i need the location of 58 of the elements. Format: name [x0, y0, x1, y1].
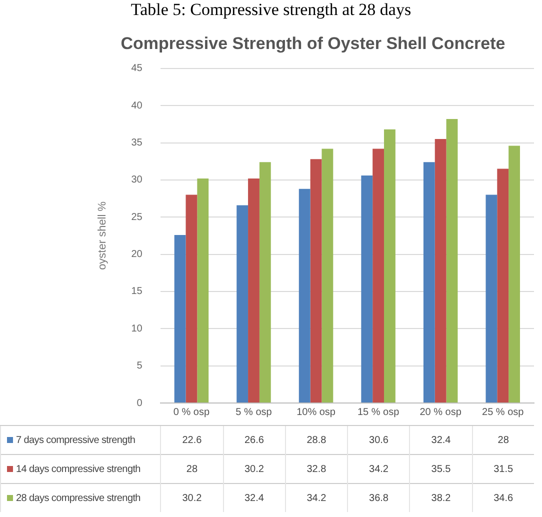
bar	[508, 146, 520, 402]
bar	[434, 139, 446, 402]
data-label: 30.2	[223, 454, 286, 484]
y-tick-label: 35	[131, 138, 143, 149]
x-tick-label: 20 % osp	[420, 406, 462, 418]
bar	[322, 148, 334, 402]
data-label: 30.6	[348, 426, 410, 454]
bar	[197, 178, 209, 402]
x-tick-label: 0 % osp	[173, 406, 210, 418]
x-tick-label: 10% osp	[296, 406, 336, 418]
legend-label: 14 days compressive strength	[0, 454, 161, 484]
bar	[236, 205, 248, 402]
bar	[310, 159, 322, 402]
bar	[384, 129, 396, 402]
chart-title: Compressive Strength of Oyster Shell Concrete	[120, 34, 506, 53]
x-tick-label: 5 % osp	[236, 406, 272, 418]
y-tick-label: 15	[131, 286, 143, 298]
data-label: 34.6	[472, 484, 534, 512]
y-tick-label: 45	[131, 63, 143, 74]
data-label: 30.2	[160, 484, 224, 512]
bar	[174, 234, 186, 402]
data-label: 26.6	[223, 426, 286, 454]
data-label: 34.2	[348, 454, 410, 484]
data-label: 34.2	[285, 484, 348, 512]
y-tick-label: 5	[136, 360, 143, 372]
bar	[497, 168, 509, 402]
data-label: 28	[472, 426, 534, 454]
bar	[423, 162, 435, 402]
data-label: 22.6	[160, 426, 224, 454]
data-label: 28	[160, 454, 224, 484]
data-label: 28.8	[285, 426, 348, 454]
y-tick-label: 20	[131, 249, 143, 260]
bar	[486, 194, 498, 402]
bar	[259, 162, 271, 402]
data-label: 38.2	[410, 484, 472, 512]
y-tick-label: 0	[136, 398, 143, 409]
x-tick-label: 15 % osp	[357, 406, 400, 418]
y-tick-label: 10	[131, 323, 143, 334]
y-tick-label: 40	[131, 100, 143, 112]
x-tick-label: 25 % osp	[482, 406, 524, 418]
y-tick-label: 30	[131, 174, 143, 186]
caption: Table 5: Compressive strength at 28 days	[130, 0, 412, 20]
bar	[186, 194, 198, 402]
bar	[372, 148, 384, 402]
bar	[361, 175, 373, 402]
data-label: 36.8	[348, 484, 410, 512]
data-label: 31.5	[472, 454, 534, 484]
legend-label: 28 days compressive strength	[0, 484, 161, 512]
bar	[446, 118, 458, 402]
legend-label: 7 days compressive strength	[0, 426, 161, 454]
data-label: 35.5	[410, 454, 472, 484]
y-axis-title: oyster shell %	[96, 201, 109, 270]
data-label: 32.8	[285, 454, 348, 484]
data-label: 32.4	[223, 484, 286, 512]
bar	[248, 178, 260, 402]
data-label: 32.4	[410, 426, 472, 454]
y-tick-label: 25	[131, 212, 143, 223]
bar	[298, 188, 310, 402]
